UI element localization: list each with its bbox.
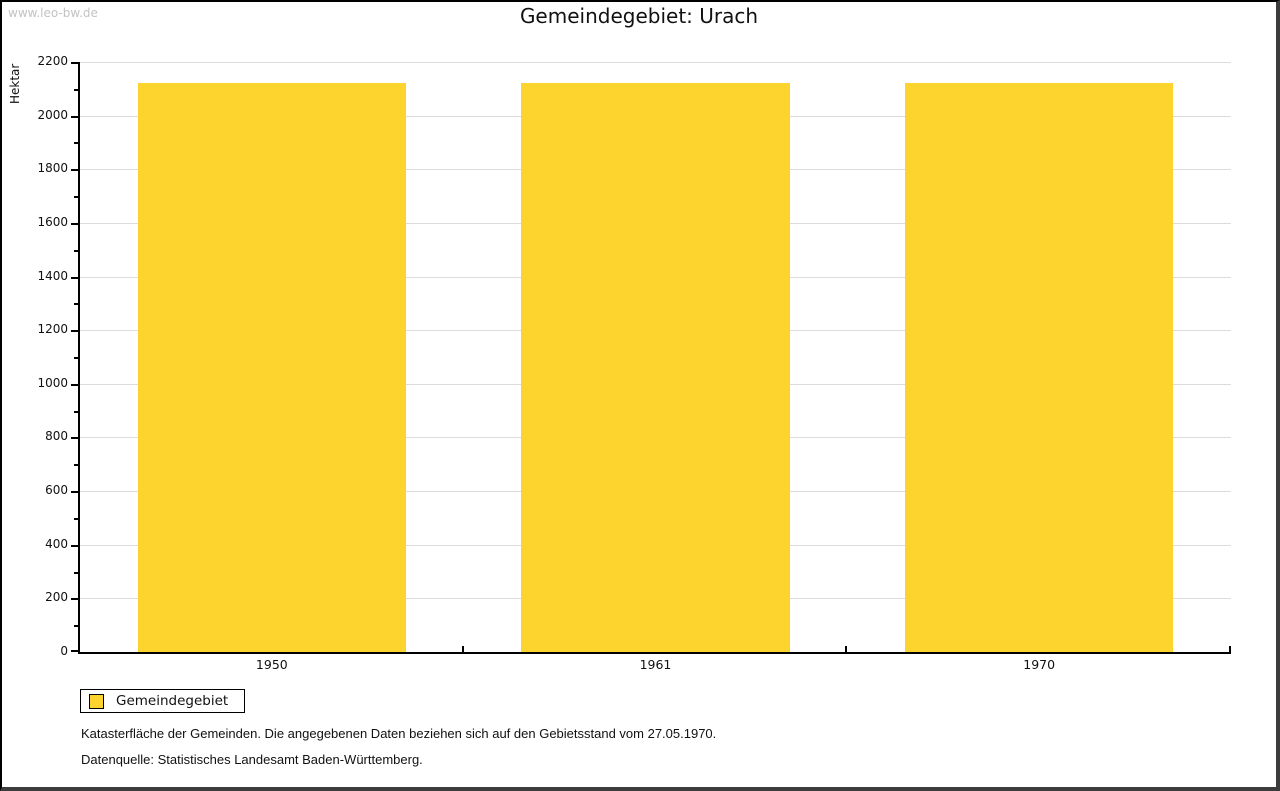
y-axis-major-tick — [71, 276, 78, 279]
y-tick-label: 1800 — [37, 161, 68, 176]
y-axis-line — [78, 62, 80, 654]
y-tick-label: 2000 — [37, 107, 68, 122]
gridline — [80, 62, 1231, 63]
y-axis-major-tick — [71, 383, 78, 386]
y-axis-minor-tick — [74, 88, 78, 91]
y-axis-major-tick — [71, 169, 78, 172]
y-axis-major-tick — [71, 222, 78, 225]
bar-1950 — [137, 83, 407, 652]
x-axis-category-tick — [845, 646, 848, 652]
y-tick-label: 1200 — [37, 322, 68, 337]
bar-1961 — [521, 83, 790, 652]
y-axis-major-tick — [71, 437, 78, 440]
y-axis-minor-tick — [74, 303, 78, 306]
chart-title: Gemeindegebiet: Urach — [519, 4, 759, 28]
y-axis-minor-tick — [74, 249, 78, 252]
plot-area: 0 200 400 600 800 1000 1200 1400 1600 1800 2000 220… — [37, 54, 1231, 672]
y-axis-minor-tick — [74, 517, 78, 520]
y-tick-label: 0 — [60, 644, 68, 658]
y-axis-major-tick — [71, 544, 78, 547]
x-category-label: 1961 — [639, 657, 672, 672]
y-axis-minor-tick — [74, 142, 78, 145]
x-axis-category-tick — [461, 646, 464, 652]
y-tick-label: 1600 — [37, 214, 68, 229]
y-axis-minor-tick — [74, 625, 78, 628]
x-axis-line — [78, 652, 1231, 654]
y-axis-major-tick — [71, 115, 78, 118]
watermark: www.leo-bw.de — [8, 6, 98, 20]
bar-1970 — [904, 83, 1174, 652]
y-axis-major-tick — [71, 330, 78, 333]
y-axis-minor-tick — [74, 357, 78, 359]
legend: Gemeindegebiet — [80, 689, 246, 713]
y-tick-label: 200 — [45, 590, 68, 605]
legend-label: Gemeindegebiet — [116, 693, 229, 709]
y-tick-label: 600 — [45, 483, 68, 498]
legend-swatch-icon — [89, 693, 104, 709]
y-axis-major-tick — [71, 491, 78, 494]
y-axis-label: Hektar — [8, 63, 22, 104]
footer-note: Katasterfläche der Gemeinden. Die angege… — [81, 726, 717, 741]
x-category-label: 1970 — [1023, 657, 1056, 672]
y-tick-label: 2200 — [37, 54, 68, 68]
y-axis-minor-tick — [74, 196, 78, 199]
y-axis-minor-tick — [74, 571, 78, 574]
y-tick-label: 1400 — [37, 268, 68, 283]
y-tick-label: 400 — [45, 536, 68, 551]
y-axis-major-tick — [71, 62, 78, 64]
x-axis-category-tick — [1229, 646, 1231, 652]
y-tick-label: 1000 — [37, 375, 68, 390]
footer-source: Datenquelle: Statistisches Landesamt Bad… — [81, 752, 423, 767]
x-category-label: 1950 — [255, 657, 288, 672]
y-axis-major-tick — [71, 598, 78, 601]
y-tick-label: 800 — [45, 429, 68, 444]
y-axis-major-tick — [71, 650, 78, 652]
y-axis-minor-tick — [74, 410, 78, 413]
y-axis-minor-tick — [74, 464, 78, 467]
